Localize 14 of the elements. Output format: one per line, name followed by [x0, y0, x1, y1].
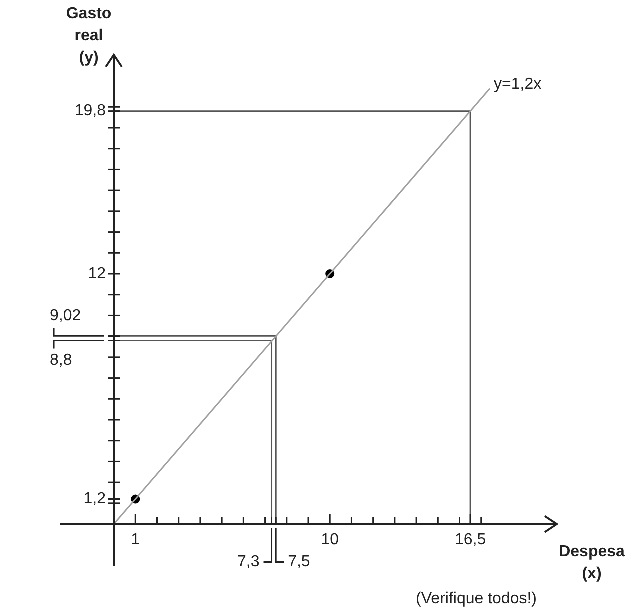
series-label: y=1,2x [494, 76, 542, 94]
y-tick-label: 12 [88, 265, 106, 282]
annotation: 9,02 [50, 308, 82, 325]
x-tick-label: 10 [321, 532, 340, 549]
y-tick-label: 19,8 [74, 102, 106, 120]
y-axis-title: Gasto real (y) [66, 5, 112, 66]
y-tick-label: 1,2 [84, 490, 106, 508]
annotation: 8,8 [50, 352, 72, 370]
x-tick-label: 16,5 [454, 532, 486, 549]
x-tick-label: 1 [131, 532, 140, 549]
text: (Verifique todos!) [416, 590, 537, 608]
annotation: 7,5 [288, 554, 310, 571]
annotation: 7,3 [238, 554, 260, 571]
x-axis-title: Despesa (x) [559, 544, 626, 583]
